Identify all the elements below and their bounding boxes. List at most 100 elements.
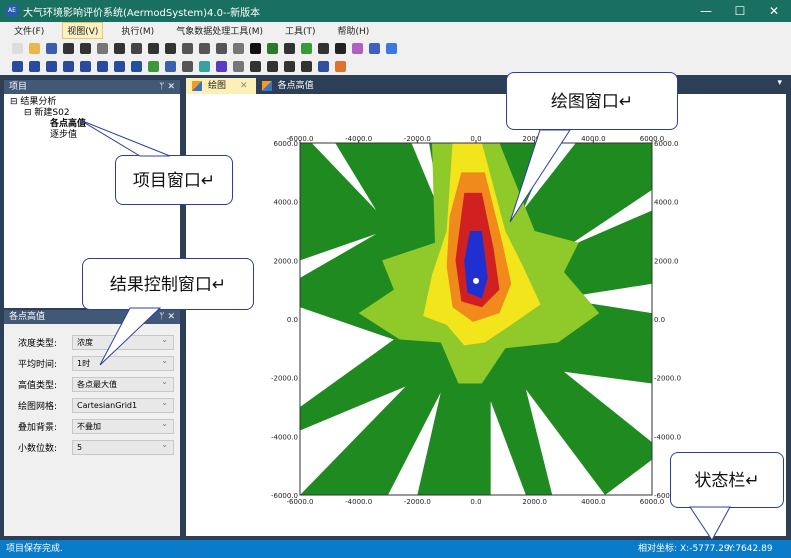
toolbar-button-icon[interactable] bbox=[199, 42, 210, 54]
toolbar-button-icon[interactable] bbox=[318, 42, 329, 54]
field-label: 浓度类型: bbox=[18, 339, 58, 349]
toolbar-button-icon[interactable] bbox=[97, 60, 108, 72]
pin-icon[interactable]: ᛘ bbox=[159, 82, 165, 92]
toolbar-button-icon[interactable] bbox=[284, 42, 295, 54]
close-button[interactable]: ✕ bbox=[768, 4, 780, 18]
close-icon[interactable]: ✕ bbox=[167, 82, 175, 92]
menu-view[interactable]: 视图(V) bbox=[62, 22, 104, 39]
toolbar-button-icon[interactable] bbox=[386, 42, 397, 54]
toolbar-button-icon[interactable] bbox=[233, 60, 244, 72]
toolbar-button-icon[interactable] bbox=[352, 42, 363, 54]
toolbar-button-icon[interactable] bbox=[335, 60, 346, 72]
toolbar-button-icon[interactable] bbox=[114, 42, 125, 54]
field-label: 高值类型: bbox=[18, 381, 58, 391]
toolbar-button-icon[interactable] bbox=[148, 60, 159, 72]
toolbar-button-icon[interactable] bbox=[250, 60, 261, 72]
toolbar-button-icon[interactable] bbox=[301, 42, 312, 54]
toolbar-button-icon[interactable] bbox=[97, 42, 108, 54]
toolbar-button-icon[interactable] bbox=[80, 60, 91, 72]
toolbar-button-icon[interactable] bbox=[46, 60, 57, 72]
toolbar-button-icon[interactable] bbox=[199, 60, 210, 72]
grid-select[interactable]: CartesianGrid1 bbox=[72, 396, 174, 413]
close-icon[interactable]: ✕ bbox=[167, 312, 175, 322]
tree-item-result-analysis[interactable]: ⊟ 结果分析 bbox=[10, 97, 174, 108]
toolbar-main bbox=[0, 39, 791, 57]
toolbar-button-icon[interactable] bbox=[284, 60, 295, 72]
toolbar-button-icon[interactable] bbox=[318, 60, 329, 72]
toolbar-button-icon[interactable] bbox=[216, 42, 227, 54]
field-conc-type: 浓度类型: 浓度 bbox=[4, 332, 180, 353]
toolbar-button-icon[interactable] bbox=[114, 60, 125, 72]
toolbar-button-icon[interactable] bbox=[267, 60, 278, 72]
toolbar-button-icon[interactable] bbox=[267, 42, 278, 54]
toolbar-button-icon[interactable] bbox=[63, 42, 74, 54]
collapse-icon[interactable]: ⊟ bbox=[24, 108, 32, 118]
toolbar-button-icon[interactable] bbox=[12, 60, 23, 72]
result-panel-title: 各点高值 bbox=[9, 312, 46, 322]
toolbar-button-icon[interactable] bbox=[131, 60, 142, 72]
tab-plot[interactable]: 绘图 ✕ bbox=[186, 78, 256, 94]
menu-meteo-tools[interactable]: 气象数据处理工具(M) bbox=[176, 27, 263, 37]
toolbar-button-icon[interactable] bbox=[80, 42, 91, 54]
field-avg-time: 平均时间: 1时 bbox=[4, 353, 180, 374]
status-message: 项目保存完成. bbox=[6, 544, 63, 554]
toolbar-button-icon[interactable] bbox=[29, 42, 40, 54]
menu-file[interactable]: 文件(F) bbox=[14, 27, 45, 37]
menu-run[interactable]: 执行(M) bbox=[121, 27, 155, 37]
tab-dropdown-icon[interactable]: ▾ bbox=[777, 78, 782, 88]
pin-icon[interactable]: ᛘ bbox=[159, 312, 165, 322]
toolbar-button-icon[interactable] bbox=[165, 42, 176, 54]
tree-item-new-s02[interactable]: ⊟ 新建S02 bbox=[10, 108, 174, 119]
tree-item-point-high[interactable]: 各点高值 bbox=[10, 119, 174, 130]
menu-tools[interactable]: 工具(T) bbox=[284, 27, 316, 37]
tab-close-icon[interactable]: ✕ bbox=[240, 81, 248, 91]
menu-help[interactable]: 帮助(H) bbox=[337, 27, 370, 37]
toolbar-button-icon[interactable] bbox=[250, 42, 261, 54]
callout-project-window: 项目窗口↵ bbox=[115, 155, 233, 205]
y-tick-label-left: 0.0 bbox=[287, 316, 298, 324]
toolbar-button-icon[interactable] bbox=[131, 42, 142, 54]
toolbar-button-icon[interactable] bbox=[148, 42, 159, 54]
x-tick-label-bottom: -4000.0 bbox=[345, 498, 372, 506]
toolbar-button-icon[interactable] bbox=[29, 60, 40, 72]
toolbar-button-icon[interactable] bbox=[182, 42, 193, 54]
toolbar-button-icon[interactable] bbox=[301, 60, 312, 72]
collapse-icon[interactable]: ⊟ bbox=[10, 97, 18, 107]
maximize-button[interactable]: ☐ bbox=[734, 4, 746, 18]
callout-status-bar: 状态栏↵ bbox=[670, 452, 784, 508]
decimals-select[interactable]: 5 bbox=[72, 438, 174, 455]
menu-bar: 文件(F) 视图(V) 执行(M) 气象数据处理工具(M) 工具(T) 帮助(H… bbox=[0, 22, 791, 39]
toolbar-button-icon[interactable] bbox=[63, 60, 74, 72]
x-tick-label-bottom: 0.0 bbox=[470, 498, 481, 506]
high-type-select[interactable]: 各点最大值 bbox=[72, 375, 174, 392]
toolbar-button-icon[interactable] bbox=[165, 60, 176, 72]
unaffected-area bbox=[311, 143, 377, 211]
x-tick-label-top: -6000.0 bbox=[286, 135, 313, 143]
y-tick-label-left: -6000.0 bbox=[271, 492, 298, 500]
tree-item-step-values[interactable]: 逐步值 bbox=[10, 130, 174, 141]
field-decimals: 小数位数: 5 bbox=[4, 437, 180, 458]
y-tick-label-right: 0.0 bbox=[654, 316, 665, 324]
toolbar-button-icon[interactable] bbox=[182, 60, 193, 72]
tab-point-high[interactable]: 各点高值 bbox=[256, 78, 322, 94]
chart-icon bbox=[192, 81, 202, 91]
unaffected-area bbox=[300, 386, 406, 495]
field-label: 叠加背景: bbox=[18, 423, 58, 433]
background-select[interactable]: 不叠加 bbox=[72, 417, 174, 434]
x-tick-label-top: -4000.0 bbox=[345, 135, 372, 143]
toolbar-button-icon[interactable] bbox=[46, 42, 57, 54]
toolbar-button-icon[interactable] bbox=[335, 42, 346, 54]
tab-label: 各点高值 bbox=[277, 81, 314, 91]
avg-time-select[interactable]: 1时 bbox=[72, 354, 174, 371]
coord-label: 相对坐标: bbox=[638, 544, 678, 554]
minimize-button[interactable]: — bbox=[700, 4, 712, 18]
y-tick-label-right: -6000.0 bbox=[654, 492, 681, 500]
toolbar-button-icon[interactable] bbox=[216, 60, 227, 72]
unaffected-area bbox=[564, 371, 652, 443]
conc-type-select[interactable]: 浓度 bbox=[72, 333, 174, 350]
tree-label: 结果分析 bbox=[20, 97, 57, 107]
toolbar-button-icon[interactable] bbox=[12, 42, 23, 54]
toolbar-button-icon[interactable] bbox=[233, 42, 244, 54]
toolbar-button-icon[interactable] bbox=[369, 42, 380, 54]
